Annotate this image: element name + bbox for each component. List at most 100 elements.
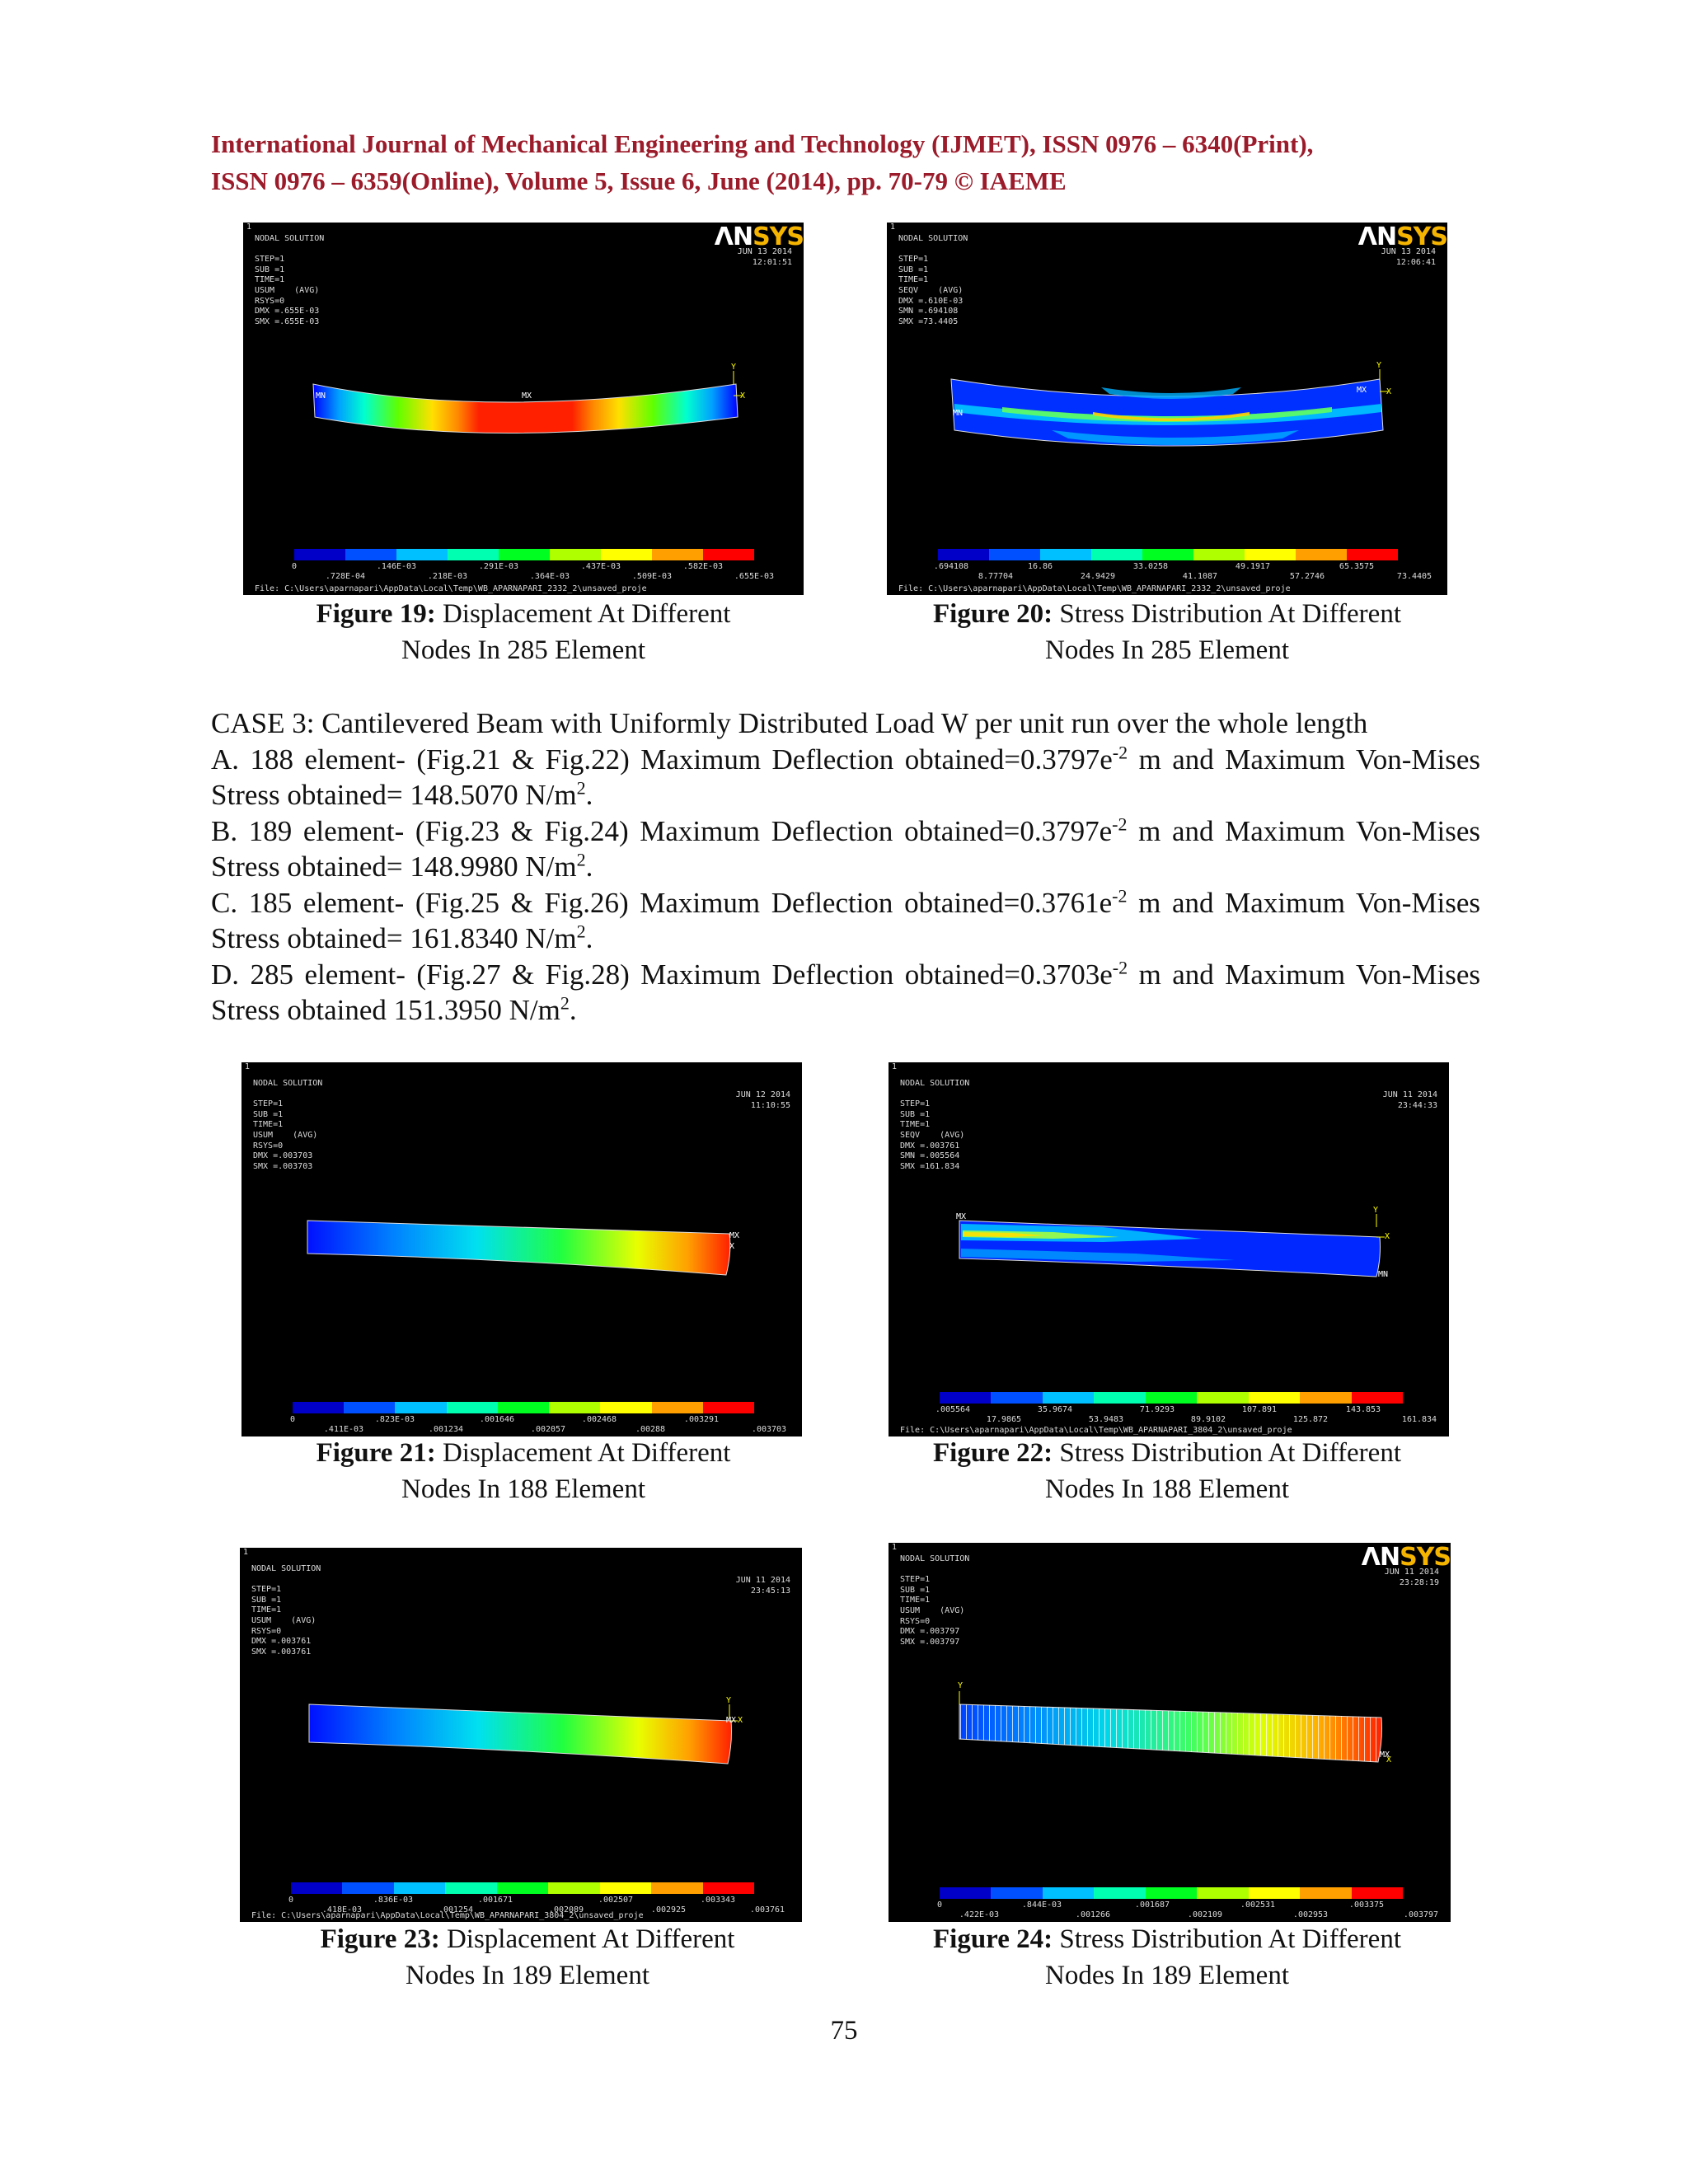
- solution-timestamp: JUN 12 2014 11:10:55: [735, 1090, 790, 1110]
- legend-label: .218E-03: [427, 572, 468, 581]
- legend-label: 41.1087: [1182, 572, 1218, 581]
- page-number: 75: [830, 2016, 858, 2046]
- min-marker: MN: [953, 409, 964, 418]
- legend-label: .003761: [749, 1905, 785, 1915]
- beam-shape: [307, 1220, 731, 1276]
- legend-label: .001234: [428, 1425, 464, 1434]
- case-3-item-c: C. 185 element- (Fig.25 & Fig.26) Maximu…: [211, 884, 1480, 954]
- nodal-solution-info: NODAL SOLUTION STEP=1 SUB =1 TIME=1 SEQV…: [898, 234, 968, 326]
- legend-label: .002057: [530, 1425, 566, 1434]
- figure-23-caption: Figure 23: Displacement At Different Nod…: [247, 1921, 808, 1994]
- legend-label: 71.9293: [1139, 1405, 1175, 1414]
- caption-line2: Nodes In 285 Element: [401, 635, 646, 665]
- nodal-solution-info: NODAL SOLUTION STEP=1 SUB =1 TIME=1 USUM…: [253, 1079, 323, 1171]
- legend-label: .001254: [438, 1905, 474, 1915]
- beam-contour-plot: [959, 1214, 1385, 1277]
- figure-19-caption: Figure 19: Displacement At Different Nod…: [247, 596, 799, 668]
- legend-label: .844E-03: [1021, 1900, 1062, 1910]
- legend-label: 16.86: [1027, 562, 1053, 571]
- max-marker: MX: [729, 1231, 740, 1240]
- beam-shape: [312, 383, 738, 434]
- file-path: File: C:\Users\aparnapari\AppData\Local\…: [255, 584, 647, 593]
- journal-header-line2: ISSN 0976 – 6359(Online), Volume 5, Issu…: [211, 166, 1067, 195]
- caption-text: Displacement At Different: [439, 1924, 735, 1954]
- caption-label: Figure 22:: [933, 1438, 1053, 1468]
- legend-label: .437E-03: [580, 562, 621, 571]
- caption-label: Figure 23:: [320, 1924, 440, 1954]
- legend-label: .002925: [650, 1905, 687, 1915]
- axis-y-label: Y: [1373, 1206, 1379, 1215]
- legend-label: 0: [291, 562, 298, 571]
- legend-label: .823E-03: [374, 1415, 415, 1424]
- min-marker: MN: [1378, 1270, 1389, 1279]
- color-legend-bar: [940, 1887, 1403, 1899]
- axis-y-label: Y: [1376, 361, 1382, 370]
- legend-label: .002109: [1187, 1910, 1223, 1919]
- legend-label: .146E-03: [376, 562, 417, 571]
- caption-text: Stress Distribution At Different: [1053, 599, 1401, 629]
- figure-20-image: 1 NODAL SOLUTION STEP=1 SUB =1 TIME=1 SE…: [887, 223, 1447, 595]
- file-path: File: C:\Users\aparnapari\AppData\Local\…: [900, 1426, 1292, 1435]
- max-marker: MX: [1357, 386, 1367, 395]
- legend-label: 161.834: [1401, 1415, 1437, 1424]
- beam-contour-plot: [307, 1220, 731, 1276]
- figure-21-image: 1 NODAL SOLUTION STEP=1 SUB =1 TIME=1 US…: [241, 1062, 802, 1436]
- beam-contour-plot: [950, 369, 1388, 447]
- caption-text: Displacement At Different: [435, 599, 731, 629]
- caption-text: Stress Distribution At Different: [1053, 1924, 1401, 1954]
- legend-label: .001646: [479, 1415, 515, 1424]
- solution-timestamp: JUN 11 2014 23:45:13: [735, 1576, 790, 1596]
- legend-label: .001687: [1134, 1900, 1170, 1910]
- legend-label: .364E-03: [529, 572, 570, 581]
- legend-label: 24.9429: [1080, 572, 1116, 581]
- legend-label: .418E-03: [321, 1905, 363, 1915]
- axis-y-label: Y: [958, 1681, 964, 1690]
- legend-label: .005564: [935, 1405, 971, 1414]
- figure-20-caption: Figure 20: Stress Distribution At Differ…: [874, 596, 1461, 668]
- legend-label: 73.4405: [1396, 572, 1432, 581]
- legend-label: .003703: [751, 1425, 787, 1434]
- legend-label: .422E-03: [959, 1910, 1000, 1919]
- axis-x-label: X: [1386, 1755, 1392, 1765]
- file-path: File: C:\Users\aparnapari\AppData\Local\…: [251, 1911, 644, 1920]
- legend-label: .002089: [548, 1905, 584, 1915]
- color-legend-bar: [294, 549, 754, 560]
- solution-timestamp: JUN 11 2014 23:28:19: [1384, 1568, 1439, 1587]
- case-3-item-b: B. 189 element- (Fig.23 & Fig.24) Maximu…: [211, 813, 1480, 883]
- window-number: 1: [892, 1062, 898, 1071]
- max-marker: MX: [522, 391, 532, 401]
- legend-label: .002468: [581, 1415, 617, 1424]
- case-3-item-d: D. 285 element- (Fig.27 & Fig.28) Maximu…: [211, 956, 1480, 1026]
- solution-timestamp: JUN 13 2014 12:01:51: [737, 247, 792, 267]
- legend-label: 33.0258: [1132, 562, 1169, 571]
- figure-19-image: 1 NODAL SOLUTION STEP=1 SUB =1 TIME=1 US…: [243, 223, 804, 595]
- legend-label: .694108: [933, 562, 969, 571]
- max-marker: MX: [956, 1212, 967, 1221]
- figure-23-image: 1 NODAL SOLUTION STEP=1 SUB =1 TIME=1 US…: [240, 1548, 802, 1922]
- axis-x-label: X: [738, 1716, 743, 1725]
- color-legend-bar: [293, 1402, 754, 1413]
- figure-22-image: 1 NODAL SOLUTION STEP=1 SUB =1 TIME=1 SE…: [889, 1062, 1449, 1436]
- legend-label: 65.3575: [1339, 562, 1375, 571]
- axis-x-label: X: [1386, 387, 1392, 396]
- window-number: 1: [890, 223, 896, 232]
- window-number: 1: [245, 1062, 251, 1071]
- max-marker: MX: [726, 1716, 737, 1725]
- figure-24-image: 1 NODAL SOLUTION STEP=1 SUB =1 TIME=1 US…: [889, 1543, 1451, 1922]
- color-legend-bar: [940, 1392, 1403, 1404]
- solution-timestamp: JUN 13 2014 12:06:41: [1381, 247, 1436, 267]
- legend-label: 125.872: [1292, 1415, 1329, 1424]
- figure-22-caption: Figure 22: Stress Distribution At Differ…: [874, 1435, 1461, 1507]
- legend-label: .002953: [1292, 1910, 1329, 1919]
- beam-contour-plot: [308, 1704, 738, 1765]
- nodal-solution-info: NODAL SOLUTION STEP=1 SUB =1 TIME=1 USUM…: [900, 1554, 970, 1647]
- legend-label: .003291: [683, 1415, 720, 1424]
- caption-label: Figure 19:: [316, 599, 436, 629]
- caption-text: Stress Distribution At Different: [1053, 1438, 1401, 1468]
- case-3-text: CASE 3: Cantilevered Beam with Uniformly…: [211, 705, 1480, 1029]
- legend-label: 17.9865: [986, 1415, 1022, 1424]
- window-number: 1: [246, 223, 252, 232]
- legend-label: 0: [289, 1415, 296, 1424]
- caption-label: Figure 21:: [316, 1438, 436, 1468]
- axis-x-label: X: [740, 391, 746, 401]
